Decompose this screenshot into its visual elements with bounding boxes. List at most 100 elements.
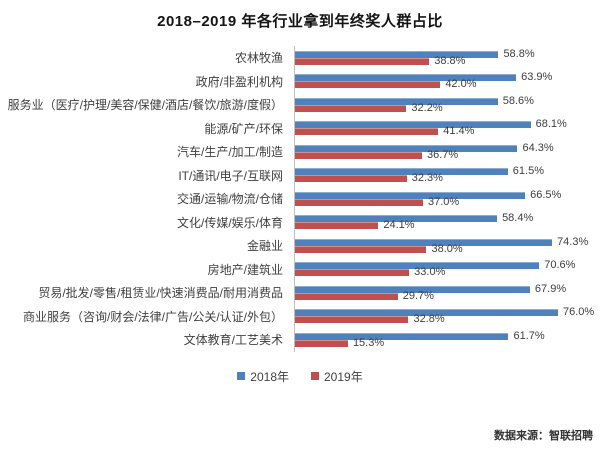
value-label: 70.6% xyxy=(544,259,576,272)
plot-area: 58.6% 32.2% xyxy=(294,93,600,117)
chart-row: 文体教育/工艺美术 61.7% 15.3% xyxy=(0,328,600,352)
value-label: 37.0% xyxy=(428,195,460,208)
bar-2019年 xyxy=(295,175,407,183)
bar-2018年 xyxy=(295,97,498,105)
plot-area: 61.5% 32.3% xyxy=(294,163,600,187)
bar-2019年 xyxy=(295,198,424,206)
bar-line: 70.6% xyxy=(295,259,600,272)
value-label: 41.4% xyxy=(443,125,475,138)
plot-area: 66.5% 37.0% xyxy=(294,187,600,211)
bar-line: 58.6% xyxy=(295,94,600,107)
category-label: 农林牧渔 xyxy=(234,51,283,66)
legend-item: 2019年 xyxy=(311,368,363,385)
bar-2019年 xyxy=(295,292,398,300)
bar-2018年 xyxy=(295,332,509,340)
bar-line: 58.4% xyxy=(295,212,600,225)
value-label: 36.7% xyxy=(426,148,459,161)
bar-2019年 xyxy=(295,151,422,159)
bar-line: 61.7% xyxy=(295,330,600,341)
bar-2018年 xyxy=(295,215,498,223)
value-label: 63.9% xyxy=(521,71,553,84)
bar-2018年 xyxy=(295,262,540,270)
value-label: 15.3% xyxy=(352,336,385,349)
bar-2019年 xyxy=(295,57,430,65)
plot-area: 70.6% 33.0% xyxy=(294,257,600,281)
bar-line: 66.5% xyxy=(295,188,600,201)
bar-2019年 xyxy=(295,245,427,253)
value-label: 32.2% xyxy=(411,101,443,114)
bar-line: 64.3% xyxy=(295,141,600,154)
chart-rows: 农林牧渔 58.8% 38.8% 政府/非盈利机构 63.9% 42.0% 服务业（医疗/护… xyxy=(0,46,600,352)
legend-swatch xyxy=(311,372,319,380)
chart-row: 农林牧渔 58.8% 38.8% xyxy=(0,46,600,70)
value-label: 64.3% xyxy=(522,141,554,154)
value-label: 29.7% xyxy=(402,289,434,302)
chart-row: 商业服务（咨询/财会/法律/广告/公关/认证/外包） 76.0% 32.8% xyxy=(0,304,600,328)
bar-line: 63.9% xyxy=(295,71,600,84)
chart-row: 文化/传媒/娱乐/体育 58.4% 24.1% xyxy=(0,210,600,234)
plot-area: 58.8% 38.8% xyxy=(294,46,600,70)
bar-line: 61.5% xyxy=(295,165,600,178)
bar-2018年 xyxy=(295,191,526,199)
bar-2019年 xyxy=(295,269,410,277)
value-label: 42.0% xyxy=(445,78,477,91)
bar-line: 36.7% xyxy=(295,148,600,161)
plot-area: 68.1% 41.4% xyxy=(294,116,600,140)
bar-line: 29.7% xyxy=(295,289,600,302)
bar-2019年 xyxy=(295,128,439,136)
legend-label: 2019年 xyxy=(324,369,363,384)
bar-2019年 xyxy=(295,339,348,347)
bar-2019年 xyxy=(295,316,409,324)
bar-2018年 xyxy=(295,285,530,293)
plot-area: 76.0% 32.8% xyxy=(294,304,600,328)
value-label: 33.0% xyxy=(414,266,446,279)
category-label: 商业服务（咨询/财会/法律/广告/公关/认证/外包） xyxy=(22,309,283,324)
chart-row: 服务业（医疗/护理/美容/保健/酒店/餐饮/旅游/度假） 58.6% 32.2% xyxy=(0,93,600,117)
chart-page: 2018–2019 年各行业拿到年终奖人群占比 农林牧渔 58.8% 38.8% 政府… xyxy=(0,10,600,442)
value-label: 32.8% xyxy=(413,313,445,326)
bar-2018年 xyxy=(295,238,553,246)
bar-2018年 xyxy=(295,74,517,82)
chart-row: 交通/运输/物流/仓储 66.5% 37.0% xyxy=(0,187,600,211)
value-label: 58.6% xyxy=(502,94,534,107)
bar-line: 38.0% xyxy=(295,243,600,254)
chart-title: 2018–2019 年各行业拿到年终奖人群占比 xyxy=(157,13,443,30)
bar-line: 74.3% xyxy=(295,236,600,247)
chart-row: 金融业 74.3% 38.0% xyxy=(0,234,600,258)
value-label: 32.3% xyxy=(411,172,443,185)
bar-line: 37.0% xyxy=(295,195,600,208)
legend-label: 2018年 xyxy=(250,369,289,384)
data-source: 数据来源：智联招聘 xyxy=(494,430,593,442)
bar-2019年 xyxy=(295,81,441,89)
plot-area: 67.9% 29.7% xyxy=(294,281,600,305)
chart-row: 汽车/生产/加工/制造 64.3% 36.7% xyxy=(0,140,600,164)
category-label: 能源/矿产/环保 xyxy=(204,121,283,136)
category-label: 政府/非盈利机构 xyxy=(195,74,283,89)
bar-2019年 xyxy=(295,222,379,230)
legend-item: 2018年 xyxy=(237,368,289,385)
value-label: 68.1% xyxy=(535,118,567,131)
bar-2018年 xyxy=(295,121,531,129)
value-label: 58.4% xyxy=(502,212,534,225)
bar-line: 24.1% xyxy=(295,219,600,232)
bar-line: 32.8% xyxy=(295,313,600,326)
category-label: 汽车/生产/加工/制造 xyxy=(176,145,283,160)
category-label: 交通/运输/物流/仓储 xyxy=(176,192,283,207)
plot-area: 74.3% 38.0% xyxy=(294,234,600,258)
value-label: 58.8% xyxy=(503,47,535,60)
bar-line: 32.3% xyxy=(295,172,600,185)
chart-row: 贸易/批发/零售/租赁业/快速消费品/耐用消费品 67.9% 29.7% xyxy=(0,281,600,305)
category-label: 金融业 xyxy=(246,239,283,254)
bar-line: 68.1% xyxy=(295,118,600,131)
value-label: 61.5% xyxy=(512,165,544,178)
plot-area: 64.3% 36.7% xyxy=(294,140,600,164)
category-label: 文体教育/工艺美术 xyxy=(183,333,283,348)
category-label: 贸易/批发/零售/租赁业/快速消费品/耐用消费品 xyxy=(38,286,283,301)
bar-line: 32.2% xyxy=(295,101,600,114)
bar-chart: 农林牧渔 58.8% 38.8% 政府/非盈利机构 63.9% 42.0% 服务业（医疗/护… xyxy=(0,46,600,352)
chart-row: IT/通讯/电子/互联网 61.5% 32.3% xyxy=(0,163,600,187)
value-label: 66.5% xyxy=(530,188,562,201)
value-label: 38.8% xyxy=(434,54,466,67)
category-label: 房地产/建筑业 xyxy=(207,262,283,277)
value-label: 24.1% xyxy=(383,219,415,232)
